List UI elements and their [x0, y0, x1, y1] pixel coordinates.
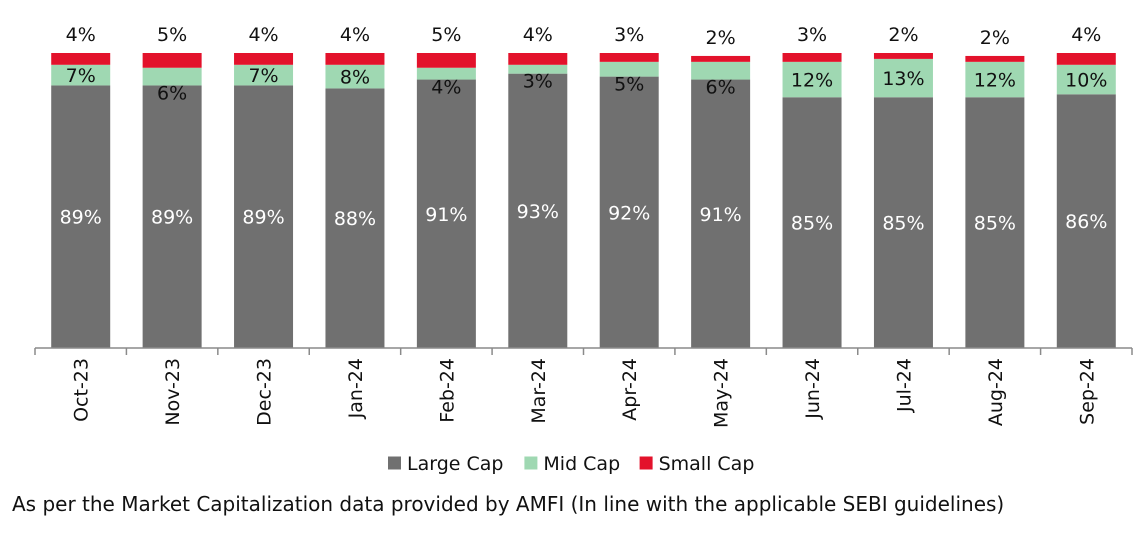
- label-large-cap-jun-24: 85%: [791, 213, 833, 235]
- bar-small-cap-aug-24: [965, 55, 1025, 62]
- bar-mid-cap-jun-24: [782, 61, 842, 98]
- label-large-cap-mar-24: 93%: [517, 201, 559, 223]
- label-large-cap-jan-24: 88%: [334, 208, 376, 230]
- legend-label-small-cap: Small Cap: [659, 453, 755, 475]
- label-large-cap-feb-24: 91%: [425, 204, 467, 226]
- label-small-cap-oct-23: 4%: [66, 24, 96, 46]
- label-small-cap-jul-24: 2%: [888, 24, 918, 46]
- x-tick-label-apr-24: Apr-24: [619, 358, 641, 421]
- label-large-cap-nov-23: 89%: [151, 207, 193, 229]
- bar-mid-cap-feb-24: [416, 67, 476, 80]
- label-small-cap-mar-24: 4%: [523, 24, 553, 46]
- bar-large-cap-apr-24: [599, 76, 659, 348]
- segment-labels-group: 89% 7% 4% 89% 6% 5% 89% 7% 4% 88% 8% 4% 91% 4% 5% 93% 3%…: [60, 24, 1108, 235]
- label-large-cap-may-24: 91%: [700, 204, 742, 226]
- bar-small-cap-mar-24: [508, 53, 568, 65]
- bar-large-cap-sep-24: [1056, 94, 1116, 348]
- x-tick-label-jun-24: Jun-24: [802, 358, 824, 420]
- label-large-cap-apr-24: 92%: [608, 202, 650, 224]
- bar-mid-cap-dec-23: [234, 64, 294, 86]
- legend-swatch-small-cap: [639, 456, 653, 470]
- x-tick-label-jan-24: Jan-24: [345, 358, 367, 419]
- x-tick-label-may-24: May-24: [711, 358, 733, 428]
- bar-large-cap-mar-24: [508, 73, 568, 349]
- bar-large-cap-nov-23: [142, 85, 202, 348]
- label-large-cap-aug-24: 85%: [974, 213, 1016, 235]
- bar-small-cap-dec-23: [234, 53, 294, 65]
- bar-large-cap-oct-23: [51, 85, 111, 348]
- label-mid-cap-feb-24: 4%: [431, 77, 461, 99]
- bar-large-cap-aug-24: [965, 97, 1025, 348]
- x-tick-label-jul-24: Jul-24: [893, 358, 915, 413]
- footnote: As per the Market Capitalization data pr…: [12, 492, 1005, 516]
- label-mid-cap-jan-24: 8%: [340, 67, 370, 89]
- label-mid-cap-aug-24: 12%: [974, 70, 1016, 92]
- bar-small-cap-sep-24: [1056, 53, 1116, 65]
- bar-mid-cap-nov-23: [142, 67, 202, 86]
- bar-mid-cap-aug-24: [965, 61, 1025, 98]
- label-small-cap-dec-23: 4%: [248, 24, 278, 46]
- bar-small-cap-oct-23: [51, 53, 111, 65]
- bar-mid-cap-sep-24: [1056, 64, 1116, 95]
- label-small-cap-feb-24: 5%: [431, 24, 461, 46]
- x-tick-label-dec-23: Dec-23: [254, 358, 276, 426]
- label-mid-cap-oct-23: 7%: [66, 65, 96, 87]
- label-large-cap-dec-23: 89%: [242, 207, 284, 229]
- bar-mid-cap-apr-24: [599, 61, 659, 77]
- bar-large-cap-feb-24: [416, 79, 476, 349]
- bar-mid-cap-may-24: [691, 61, 751, 80]
- bar-small-cap-may-24: [691, 55, 751, 62]
- bar-small-cap-jan-24: [325, 53, 385, 65]
- legend-swatch-mid-cap: [524, 456, 538, 470]
- bar-mid-cap-oct-23: [51, 64, 111, 86]
- label-small-cap-apr-24: 3%: [614, 24, 644, 46]
- label-mid-cap-mar-24: 3%: [523, 71, 553, 93]
- bar-mid-cap-mar-24: [508, 64, 568, 74]
- x-tick-labels-group: Oct-23 Nov-23 Dec-23 Jan-24 Feb-24 Mar-24 Apr-…: [71, 358, 1099, 428]
- bar-mid-cap-jan-24: [325, 64, 385, 89]
- label-small-cap-sep-24: 4%: [1071, 24, 1101, 46]
- label-mid-cap-jun-24: 12%: [791, 70, 833, 92]
- bar-small-cap-jul-24: [873, 53, 933, 59]
- label-large-cap-sep-24: 86%: [1065, 211, 1107, 233]
- label-small-cap-aug-24: 2%: [980, 27, 1010, 49]
- label-large-cap-jul-24: 85%: [882, 213, 924, 235]
- bars-group: [51, 53, 1116, 349]
- label-mid-cap-nov-23: 6%: [157, 82, 187, 104]
- x-tick-label-aug-24: Aug-24: [985, 358, 1007, 426]
- x-tick-label-feb-24: Feb-24: [436, 358, 458, 423]
- x-tick-label-oct-23: Oct-23: [71, 358, 93, 422]
- label-small-cap-jan-24: 4%: [340, 24, 370, 46]
- label-mid-cap-dec-23: 7%: [248, 65, 278, 87]
- x-tick-label-mar-24: Mar-24: [528, 358, 550, 424]
- legend-label-large-cap: Large Cap: [407, 453, 503, 475]
- bar-large-cap-may-24: [691, 79, 751, 349]
- bar-large-cap-jan-24: [325, 88, 385, 349]
- label-small-cap-jun-24: 3%: [797, 24, 827, 46]
- bar-small-cap-feb-24: [416, 53, 476, 68]
- label-small-cap-nov-23: 5%: [157, 24, 187, 46]
- bar-small-cap-nov-23: [142, 53, 202, 68]
- bar-mid-cap-jul-24: [873, 58, 933, 98]
- bar-large-cap-jul-24: [873, 97, 933, 348]
- stacked-bar-chart: 89% 7% 4% 89% 6% 5% 89% 7% 4% 88% 8% 4% 91% 4% 5% 93% 3%…: [34, 24, 1133, 475]
- bar-large-cap-jun-24: [782, 97, 842, 348]
- bar-small-cap-apr-24: [599, 53, 659, 62]
- legend-label-mid-cap: Mid Cap: [543, 453, 620, 475]
- bar-large-cap-dec-23: [234, 85, 294, 348]
- label-small-cap-may-24: 2%: [706, 27, 736, 49]
- legend-swatch-large-cap: [388, 456, 401, 470]
- x-tick-label-nov-23: Nov-23: [162, 358, 184, 426]
- label-mid-cap-jul-24: 13%: [882, 68, 924, 90]
- x-ticks-group: [34, 348, 1133, 355]
- label-mid-cap-apr-24: 5%: [614, 74, 644, 96]
- x-tick-label-sep-24: Sep-24: [1076, 358, 1098, 425]
- bar-small-cap-jun-24: [782, 53, 842, 62]
- label-mid-cap-sep-24: 10%: [1065, 70, 1107, 92]
- legend: Large Cap Mid Cap Small Cap: [388, 453, 754, 475]
- label-mid-cap-may-24: 6%: [706, 77, 736, 99]
- label-large-cap-oct-23: 89%: [60, 207, 102, 229]
